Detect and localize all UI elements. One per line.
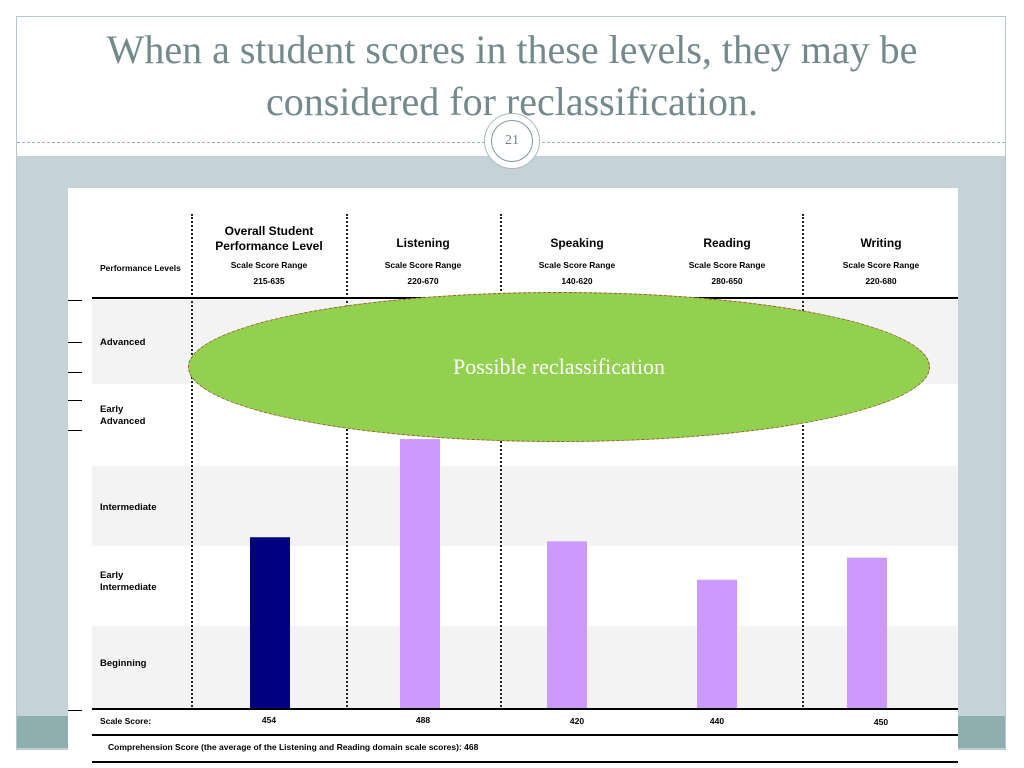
score-rule: [92, 734, 958, 736]
level-label-advanced: Advanced: [100, 337, 146, 348]
level-label-beginning: Beginning: [100, 658, 147, 669]
bar-overall: [250, 537, 290, 709]
column-range-reading: 280-650: [711, 276, 743, 286]
column-subtitle-overall: Scale Score Range: [230, 260, 308, 270]
row-header-label: Performance Levels: [100, 263, 181, 273]
level-label-intermediate: Intermediate: [100, 502, 157, 513]
axis-tick: [68, 372, 82, 373]
axis-tick: [68, 430, 82, 431]
slide-number: 21: [491, 120, 533, 162]
column-subtitle-reading: Scale Score Range: [688, 260, 766, 270]
axis-tick: [68, 300, 82, 301]
score-reading: 440: [709, 716, 725, 726]
column-title-speaking: Speaking: [550, 236, 604, 250]
column-range-overall: 215-635: [253, 276, 285, 286]
baseline-rule: [92, 708, 958, 710]
comprehension-note: Comprehension Score (the average of the …: [108, 742, 479, 752]
column-separator: [346, 214, 348, 710]
column-subtitle-writing: Scale Score Range: [842, 260, 920, 270]
bar-listening: [400, 439, 440, 709]
bottom-rule: [92, 761, 958, 763]
axis-tick: [68, 342, 82, 343]
score-listening: 488: [415, 715, 431, 725]
column-separator: [500, 214, 502, 710]
column-range-speaking: 140-620: [561, 276, 593, 286]
score-row-label: Scale Score:: [100, 716, 152, 726]
column-title-listening: Listening: [396, 236, 450, 250]
axis-tick: [68, 400, 82, 401]
column-subtitle-listening: Scale Score Range: [384, 260, 462, 270]
band-intermediate: [92, 466, 958, 546]
column-separator: [191, 214, 193, 710]
level-label-early-advanced: Early Advanced: [100, 404, 146, 427]
bar-reading: [697, 579, 737, 709]
column-subtitle-speaking: Scale Score Range: [538, 260, 616, 270]
column-range-listening: 220-670: [407, 276, 439, 286]
slide-title: When a student scores in these levels, t…: [106, 27, 918, 124]
reclassification-ellipse: [188, 292, 930, 442]
band-beginning: [92, 626, 958, 708]
reclassification-label: Possible reclassification: [452, 354, 665, 379]
score-writing: 450: [873, 717, 889, 727]
bar-speaking: [547, 541, 587, 709]
score-overall: 454: [261, 715, 277, 725]
column-title-overall: Overall Student Performance Level: [215, 224, 323, 253]
column-range-writing: 220-680: [865, 276, 897, 286]
column-title-writing: Writing: [860, 236, 902, 250]
score-speaking: 420: [569, 716, 585, 726]
bar-writing: [847, 557, 887, 709]
level-label-early-intermediate: Early Intermediate: [100, 570, 157, 593]
column-title-reading: Reading: [703, 236, 751, 250]
axis-tick: [68, 710, 82, 711]
column-separator: [802, 214, 804, 710]
